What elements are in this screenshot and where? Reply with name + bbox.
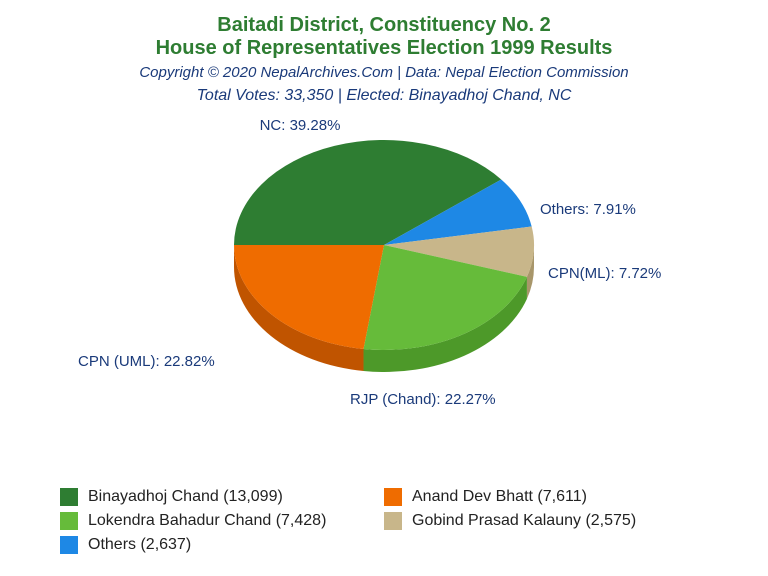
header-block: Baitadi District, Constituency No. 2 Hou…	[0, 0, 768, 105]
pie-slice	[234, 245, 384, 349]
legend-swatch	[384, 512, 402, 530]
legend-item: Lokendra Bahadur Chand (7,428)	[60, 512, 384, 530]
legend-label: Others (2,637)	[88, 536, 191, 554]
legend-label: Lokendra Bahadur Chand (7,428)	[88, 512, 326, 530]
pie-slice-label: Others: 7.91%	[540, 201, 636, 218]
legend-swatch	[60, 512, 78, 530]
legend-item: Gobind Prasad Kalauny (2,575)	[384, 512, 708, 530]
pie-slice-label: CPN (UML): 22.82%	[78, 353, 215, 370]
title-line-2: House of Representatives Election 1999 R…	[0, 37, 768, 60]
copyright-line: Copyright © 2020 NepalArchives.Com | Dat…	[0, 64, 768, 81]
legend-swatch	[60, 488, 78, 506]
legend: Binayadhoj Chand (13,099) Anand Dev Bhatt…	[60, 488, 708, 560]
legend-item: Anand Dev Bhatt (7,611)	[384, 488, 708, 506]
legend-item: Others (2,637)	[60, 536, 384, 554]
legend-swatch	[384, 488, 402, 506]
legend-label: Gobind Prasad Kalauny (2,575)	[412, 512, 636, 530]
pie-chart	[234, 135, 554, 400]
pie-slice-label: RJP (Chand): 22.27%	[350, 391, 496, 408]
legend-label: Binayadhoj Chand (13,099)	[88, 488, 283, 506]
summary-line: Total Votes: 33,350 | Elected: Binayadho…	[0, 87, 768, 105]
pie-slice-label: NC: 39.28%	[260, 117, 341, 134]
title-line-1: Baitadi District, Constituency No. 2	[0, 14, 768, 37]
legend-swatch	[60, 536, 78, 554]
legend-label: Anand Dev Bhatt (7,611)	[412, 488, 587, 506]
pie-slice-label: CPN(ML): 7.72%	[548, 265, 661, 282]
pie-chart-area: NC: 39.28% Others: 7.91% CPN(ML): 7.72% RJP…	[0, 105, 768, 465]
legend-item: Binayadhoj Chand (13,099)	[60, 488, 384, 506]
